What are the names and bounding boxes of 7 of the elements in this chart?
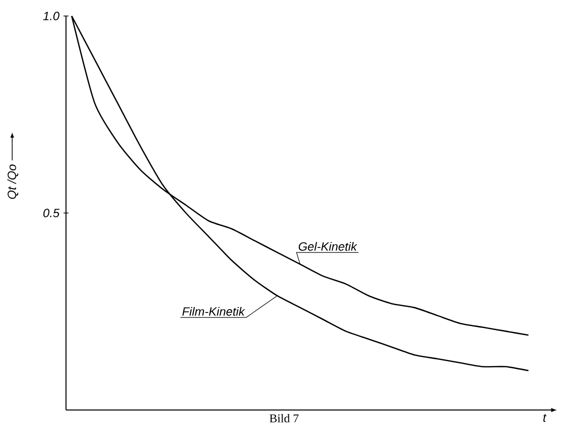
y-tick-label: 1.0 — [43, 12, 60, 20]
y-tick-label: 0.5 — [43, 208, 60, 218]
text: Film-Kinetik — [182, 306, 246, 316]
x-axis-title: t — [543, 414, 547, 422]
text: Bild 7 — [270, 414, 299, 422]
series-label: Gel-Kinetik — [298, 242, 358, 251]
y-axis-title: Qt /Qo — [7, 164, 18, 199]
